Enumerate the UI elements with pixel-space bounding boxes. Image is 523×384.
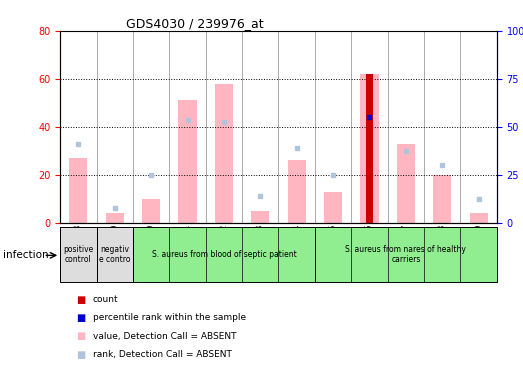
Text: value, Detection Call = ABSENT: value, Detection Call = ABSENT — [93, 332, 236, 341]
Bar — [178, 100, 197, 223]
Bar — [315, 227, 497, 282]
Bar — [215, 84, 233, 223]
Text: ■: ■ — [76, 295, 85, 305]
Bar — [324, 192, 342, 223]
Text: GDS4030 / 239976_at: GDS4030 / 239976_at — [126, 17, 263, 30]
Text: negativ
e contro: negativ e contro — [99, 245, 130, 264]
Text: ■: ■ — [76, 313, 85, 323]
Bar — [288, 161, 306, 223]
Text: S. aureus from nares of healthy
carriers: S. aureus from nares of healthy carriers — [345, 245, 467, 264]
Text: ■: ■ — [76, 331, 85, 341]
Text: count: count — [93, 295, 118, 304]
Text: percentile rank within the sample: percentile rank within the sample — [93, 313, 246, 323]
Bar — [97, 227, 133, 282]
Bar — [433, 175, 451, 223]
Bar — [397, 144, 415, 223]
Bar — [133, 227, 315, 282]
Bar — [366, 74, 373, 223]
Bar — [360, 74, 379, 223]
Bar — [251, 211, 269, 223]
Text: ■: ■ — [76, 350, 85, 360]
Bar — [69, 158, 87, 223]
Bar — [106, 213, 124, 223]
Bar — [470, 213, 488, 223]
Text: S. aureus from blood of septic patient: S. aureus from blood of septic patient — [152, 250, 297, 259]
Bar — [60, 227, 97, 282]
Text: infection: infection — [3, 250, 48, 260]
Text: rank, Detection Call = ABSENT: rank, Detection Call = ABSENT — [93, 350, 232, 359]
Text: positive
control: positive control — [63, 245, 94, 264]
Bar — [142, 199, 160, 223]
